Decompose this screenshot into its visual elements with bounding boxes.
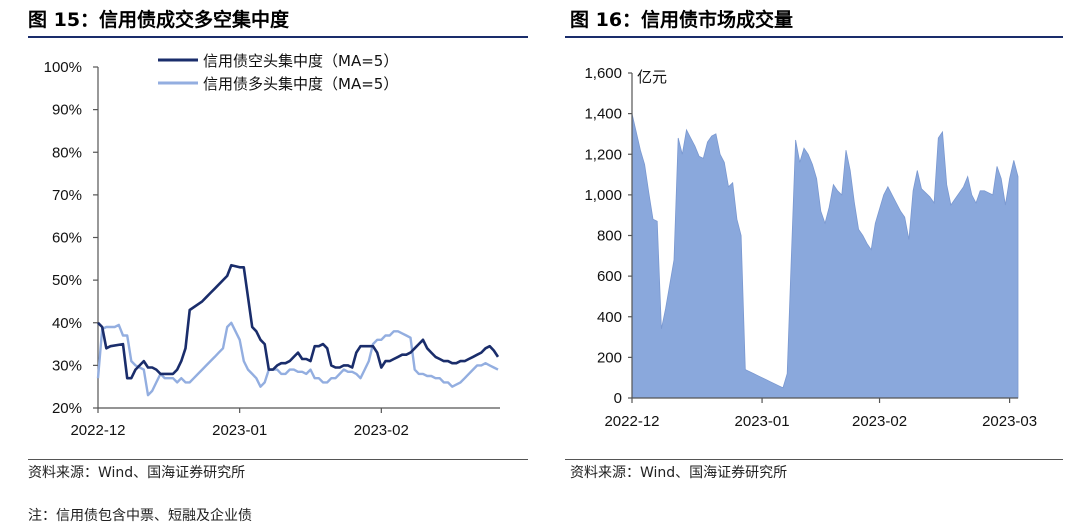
right-y-tick-label: 600 — [597, 268, 622, 285]
right-y-tick-label: 200 — [597, 349, 622, 366]
left-x-tick-label: 2023-02 — [354, 422, 409, 439]
short-concentration-line — [97, 263, 500, 380]
right-y-tick-label: 1,200 — [584, 146, 622, 163]
left-y-tick-label: 20% — [52, 400, 82, 417]
left-title-rule — [28, 36, 528, 38]
left-x-tick-label: 2022-12 — [70, 422, 125, 439]
legend-label-long: 信用债多头集中度（MA=5） — [203, 75, 398, 93]
right-axes: 0 200 400 600 800 1,000 1,200 1,400 1,600 2022-12… — [584, 65, 1037, 430]
right-source-note: 资料来源：Wind、国海证券研究所 — [570, 465, 788, 481]
right-source-rule — [565, 459, 1063, 460]
left-source-note: 资料来源：Wind、国海证券研究所 — [28, 465, 246, 481]
volume-area — [631, 113, 1019, 399]
right-y-tick-label: 1,400 — [584, 106, 622, 123]
right-y-tick-label: 800 — [597, 228, 622, 245]
left-line-chart: 20% 30% 40% 50% 60% 70% 80% 90% 100% 2022-12 2023-… — [44, 52, 500, 439]
right-chart-title: 图 16：信用债市场成交量 — [570, 9, 794, 31]
right-y-tick-label: 1,000 — [584, 187, 622, 204]
left-y-tick-label: 70% — [52, 187, 82, 204]
right-area-chart: 0 200 400 600 800 1,000 1,200 1,400 1,600 2022-12… — [584, 65, 1037, 430]
right-x-tick-label: 2023-02 — [852, 413, 907, 430]
left-x-tick-label: 2023-01 — [212, 422, 267, 439]
right-y-tick-label: 400 — [597, 309, 622, 326]
left-y-tick-label: 50% — [52, 272, 82, 289]
left-legend: 信用债空头集中度（MA=5） 信用债多头集中度（MA=5） — [158, 52, 398, 93]
right-series-group — [631, 113, 1019, 399]
right-y-tick-label: 0 — [614, 390, 622, 407]
left-y-tick-label: 90% — [52, 102, 82, 119]
right-y-tick-label: 1,600 — [584, 65, 622, 82]
left-axes: 20% 30% 40% 50% 60% 70% 80% 90% 100% 2022-12 2023-… — [44, 59, 500, 439]
left-y-tick-label: 60% — [52, 230, 82, 247]
right-x-tick-label: 2023-03 — [982, 413, 1037, 430]
left-y-tick-label: 100% — [44, 59, 82, 76]
right-x-tick-label: 2023-01 — [735, 413, 790, 430]
left-source-rule — [28, 459, 528, 460]
long-concentration-line — [96, 321, 499, 397]
left-series-group — [96, 263, 500, 397]
legend-label-short: 信用债空头集中度（MA=5） — [203, 52, 398, 70]
left-y-tick-label: 30% — [52, 357, 82, 374]
right-x-tick-label: 2022-12 — [604, 413, 659, 430]
right-title-rule — [565, 36, 1063, 38]
left-y-tick-label: 40% — [52, 315, 82, 332]
footnote: 注：信用债包含中票、短融及企业债 — [28, 508, 252, 524]
left-y-tick-label: 80% — [52, 144, 82, 161]
left-chart-title: 图 15：信用债成交多空集中度 — [28, 9, 290, 31]
right-y-unit-label: 亿元 — [637, 69, 667, 86]
